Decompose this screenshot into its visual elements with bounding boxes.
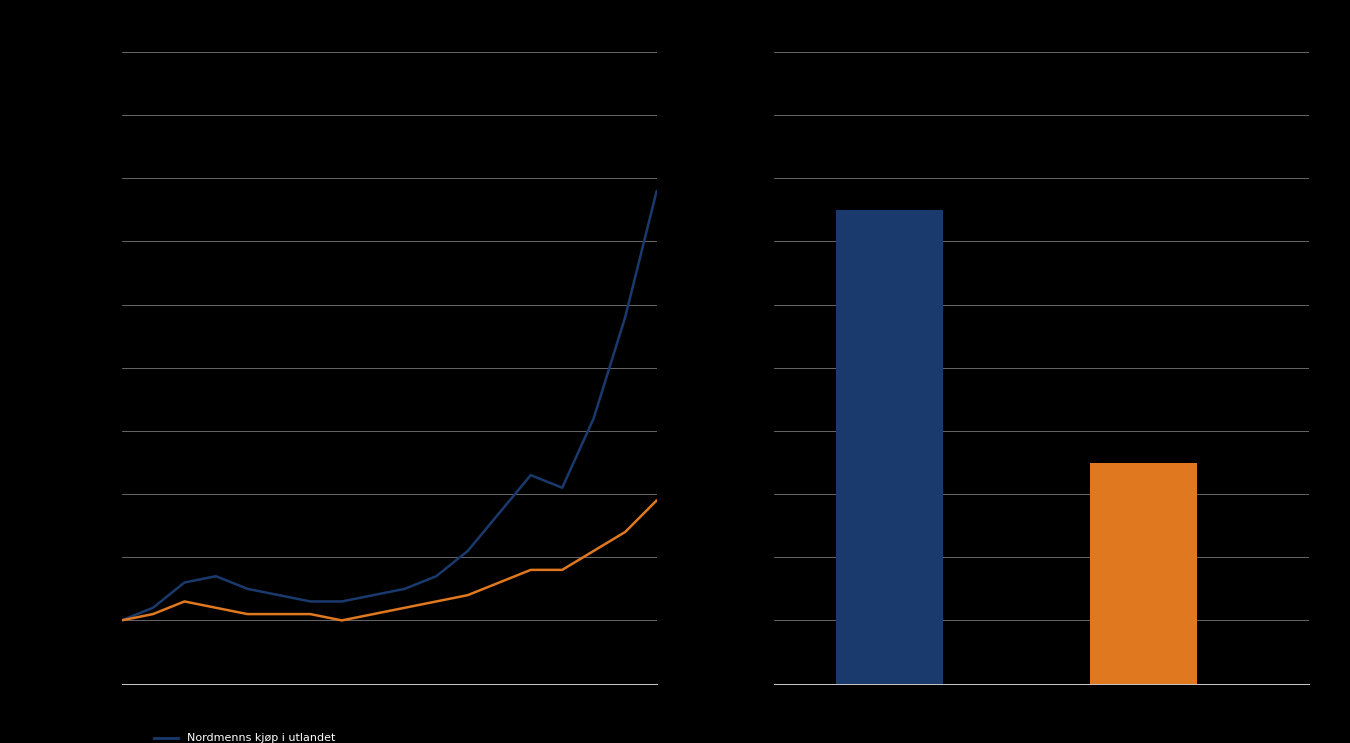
Bar	[1091, 462, 1197, 684]
Bar	[836, 210, 942, 684]
Legend: Nordmenns kjøp i utlandet, Utlendingers kjøp i Norge: Nordmenns kjøp i utlandet, Utlendingers …	[154, 733, 336, 743]
